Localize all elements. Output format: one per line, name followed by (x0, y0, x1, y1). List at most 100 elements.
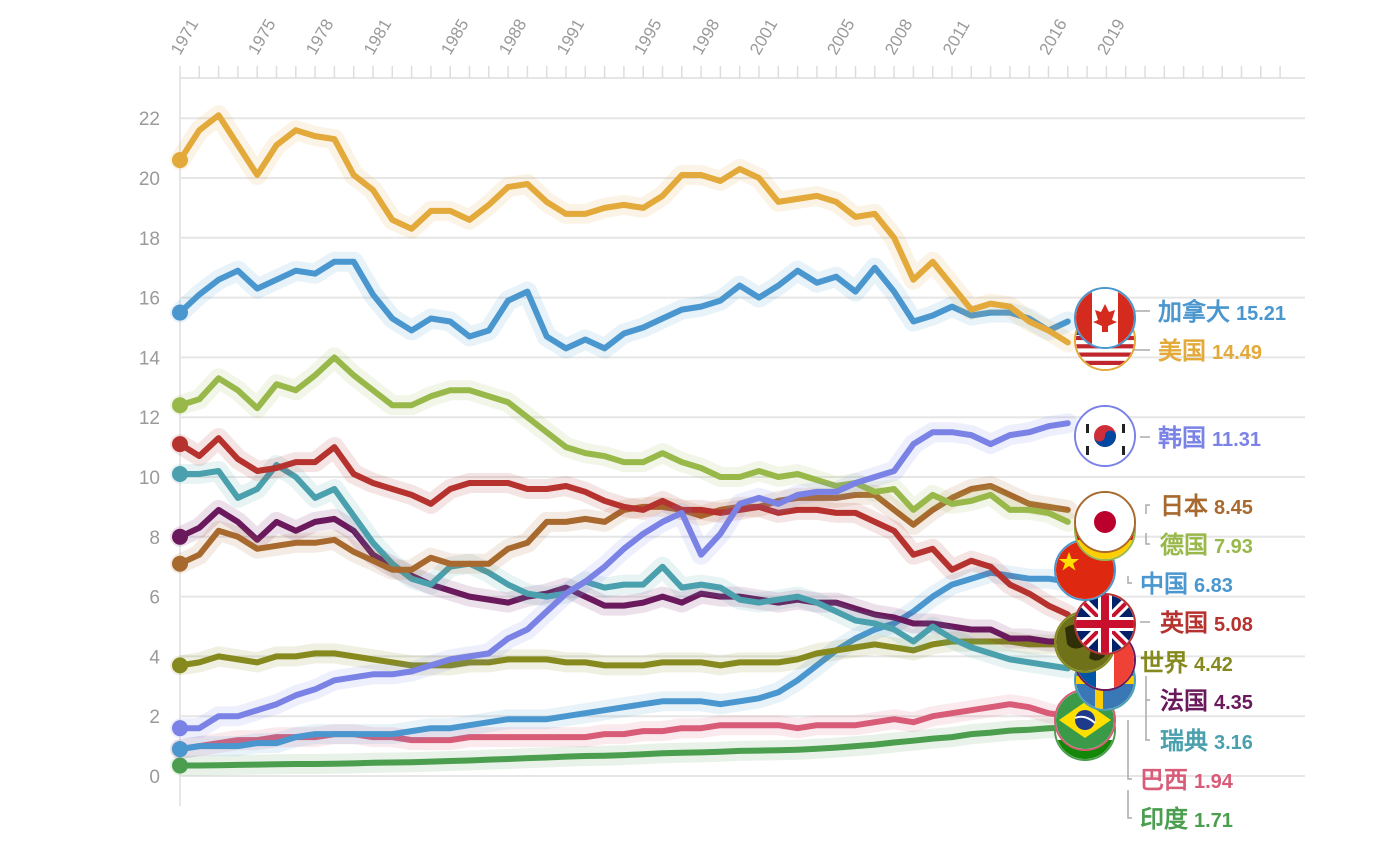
korea-flag-icon (1074, 405, 1136, 467)
series-label-name: 世界 (1140, 649, 1188, 677)
series-line (177, 112, 1071, 346)
series-label: 日本 8.45 (1160, 492, 1253, 520)
y-tick-label: 8 (149, 528, 160, 549)
x-tick-label: 2019 (1093, 16, 1128, 58)
series-label-name: 日本 (1160, 492, 1208, 520)
series-label: 英国 5.08 (1160, 609, 1253, 637)
series-韩国 (170, 413, 1078, 739)
series-label-name: 加拿大 (1158, 298, 1230, 326)
series-label: 巴西 1.94 (1140, 766, 1234, 794)
series-世界 (170, 631, 1078, 676)
label-connector (1127, 576, 1132, 584)
y-tick-label: 22 (139, 109, 160, 130)
series-瑞典 (170, 455, 1078, 679)
x-tick-label: 2011 (939, 17, 974, 58)
flag-icons (1054, 287, 1136, 761)
x-tick-label: 1988 (495, 16, 530, 58)
series-label-name: 韩国 (1158, 424, 1206, 452)
series-label-name: 英国 (1160, 609, 1208, 637)
series-label-value: 4.42 (1194, 654, 1233, 676)
y-tick-label: 0 (149, 767, 160, 788)
canada-flag-icon (1074, 287, 1136, 349)
series-德国 (170, 347, 1078, 532)
series-英国 (170, 428, 1078, 625)
series-start-dot (172, 436, 188, 453)
series-label: 中国 6.83 (1140, 570, 1233, 598)
x-axis: 1971 1975 1978 1981 1985 1988 1991 1995 1998 2001… (167, 16, 1281, 78)
series-label-name: 法国 (1160, 687, 1208, 715)
label-connector (1145, 533, 1150, 545)
x-tick-label: 1991 (553, 16, 588, 58)
series-加拿大 (170, 251, 1078, 359)
series-label-value: 15.21 (1236, 303, 1286, 325)
series-label: 德国 7.93 (1160, 531, 1253, 559)
series-label-value: 11.31 (1212, 429, 1261, 451)
series-line (177, 506, 1071, 645)
y-tick-label: 12 (139, 408, 160, 429)
series-label-name: 印度 (1140, 805, 1189, 833)
x-tick-label: 2008 (881, 16, 916, 58)
series-label-name: 德国 (1160, 531, 1208, 559)
series-label: 法国 4.35 (1160, 687, 1253, 715)
series-印度 (170, 717, 1078, 776)
label-connector (1145, 700, 1150, 741)
series-label: 印度 1.71 (1140, 805, 1233, 833)
series-line (177, 462, 1071, 672)
series-label: 美国 14.49 (1158, 337, 1262, 365)
series-label-name: 巴西 (1140, 766, 1188, 794)
series-label: 世界 4.42 (1140, 649, 1233, 677)
series-label: 韩国 11.31 (1158, 424, 1261, 452)
uk-flag-icon (1074, 593, 1136, 655)
series-start-dot (172, 657, 188, 674)
y-tick-label: 2 (149, 707, 160, 728)
series-label: 加拿大 15.21 (1158, 298, 1286, 326)
series-line (177, 420, 1071, 732)
y-tick-label: 20 (139, 169, 160, 190)
series-label-value: 1.94 (1194, 771, 1234, 793)
y-tick-label: 10 (139, 468, 160, 489)
series-start-dot (172, 720, 188, 737)
y-tick-label: 18 (139, 229, 160, 250)
series-start-dot (172, 528, 188, 545)
x-tick-label: 1998 (688, 16, 723, 58)
y-axis: 0 2 4 6 8 10 12 14 16 18 20 22 (139, 109, 161, 788)
series-美国 (170, 105, 1078, 353)
x-tick-label: 1985 (437, 16, 472, 58)
series-label-name: 美国 (1158, 337, 1206, 365)
series-label-value: 1.71 (1194, 810, 1233, 832)
series-label-name: 瑞典 (1160, 727, 1208, 755)
series-line (177, 258, 1071, 352)
series-labels: 美国 14.49 加拿大 15.21 德国 7.93 英国 5.08 瑞典 3.16 法国 4.35 日… (1140, 298, 1286, 833)
series-label-value: 14.49 (1212, 342, 1262, 364)
x-tick-label: 2001 (746, 16, 781, 58)
x-tick-label: 1975 (244, 16, 279, 58)
series-start-dot (172, 741, 188, 758)
series-lines (170, 105, 1078, 776)
y-tick-label: 16 (139, 289, 160, 310)
series-法国 (170, 499, 1078, 652)
series-label-value: 6.83 (1194, 575, 1233, 597)
y-tick-label: 14 (139, 348, 161, 369)
series-start-dot (172, 152, 188, 169)
series-label-value: 7.93 (1214, 536, 1253, 558)
series-label-value: 4.35 (1214, 692, 1253, 714)
series-line (177, 354, 1071, 525)
x-tick-label: 2016 (1036, 16, 1071, 58)
series-start-dot (172, 304, 188, 321)
series-start-dot (172, 397, 188, 414)
series-label-value: 5.08 (1214, 614, 1253, 636)
series-start-dot (172, 466, 188, 483)
x-tick-label: 1971 (167, 16, 202, 58)
label-connectors (1120, 310, 1150, 819)
series-line (177, 638, 1071, 669)
series-label-value: 8.45 (1214, 497, 1253, 519)
series-中国 (170, 562, 1078, 760)
series-label: 瑞典 3.16 (1160, 727, 1253, 755)
x-tick-label: 2005 (823, 16, 858, 58)
y-tick-label: 6 (149, 588, 160, 609)
label-connector (1127, 790, 1132, 819)
series-start-dot (172, 757, 188, 774)
series-line (177, 724, 1071, 769)
series-line (177, 569, 1071, 753)
label-connector (1145, 676, 1150, 701)
